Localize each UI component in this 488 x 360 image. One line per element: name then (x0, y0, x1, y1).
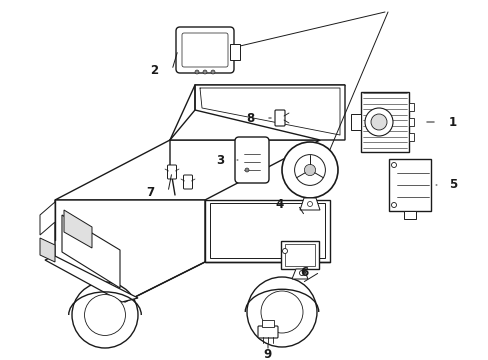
Circle shape (244, 168, 248, 172)
Polygon shape (62, 215, 120, 288)
FancyBboxPatch shape (274, 110, 285, 126)
Circle shape (203, 70, 206, 74)
Polygon shape (229, 44, 240, 60)
Polygon shape (64, 210, 92, 248)
Circle shape (282, 248, 287, 253)
Circle shape (304, 165, 315, 176)
Text: 8: 8 (245, 112, 254, 125)
FancyBboxPatch shape (258, 326, 278, 338)
Bar (360, 92, 408, 152)
Text: 3: 3 (216, 153, 224, 166)
Bar (281, 241, 318, 269)
Circle shape (370, 114, 386, 130)
Polygon shape (45, 256, 138, 302)
Circle shape (261, 291, 303, 333)
Circle shape (294, 154, 325, 185)
Polygon shape (55, 140, 319, 200)
Bar (350, 114, 360, 130)
Polygon shape (291, 269, 307, 279)
Text: 6: 6 (299, 266, 307, 279)
FancyBboxPatch shape (183, 175, 192, 189)
Polygon shape (40, 238, 55, 262)
Bar (408, 103, 413, 111)
Text: 9: 9 (264, 347, 271, 360)
Polygon shape (55, 200, 204, 302)
Polygon shape (195, 85, 345, 140)
FancyBboxPatch shape (235, 137, 268, 183)
Polygon shape (299, 198, 319, 210)
Circle shape (195, 70, 199, 74)
Text: 4: 4 (275, 198, 284, 211)
Text: 7: 7 (145, 185, 154, 198)
Polygon shape (209, 203, 325, 258)
Text: 1: 1 (448, 116, 456, 129)
Text: 2: 2 (150, 63, 158, 77)
Polygon shape (204, 200, 329, 262)
Circle shape (72, 282, 138, 348)
Text: 5: 5 (448, 179, 456, 192)
Bar (408, 133, 413, 141)
Polygon shape (170, 85, 345, 140)
Bar (388, 159, 430, 211)
Polygon shape (262, 320, 273, 327)
Circle shape (246, 277, 316, 347)
FancyBboxPatch shape (167, 165, 176, 179)
Circle shape (391, 202, 396, 207)
Circle shape (210, 70, 215, 74)
Bar (285, 244, 314, 266)
Bar (408, 118, 413, 126)
Circle shape (364, 108, 392, 136)
Circle shape (307, 202, 312, 207)
Bar (403, 211, 415, 219)
FancyBboxPatch shape (182, 33, 227, 67)
Polygon shape (40, 202, 55, 235)
Circle shape (282, 142, 337, 198)
Circle shape (84, 294, 125, 336)
Circle shape (299, 270, 304, 275)
FancyBboxPatch shape (176, 27, 234, 73)
Circle shape (391, 162, 396, 167)
